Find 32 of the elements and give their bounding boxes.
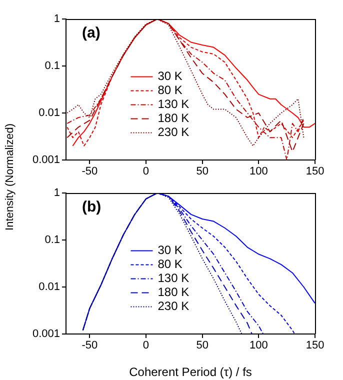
legend-label: 230 K — [158, 125, 190, 140]
legend-label: 130 K — [158, 97, 190, 112]
x-tick-label: 100 — [249, 340, 268, 352]
y-tick-label: 0.01 — [38, 107, 60, 120]
x-tick-label: 0 — [142, 166, 150, 178]
x-tick-label: 100 — [249, 166, 268, 178]
y-tick-label: 0.1 — [44, 60, 60, 72]
y-axis-title: Intensity (Normalized) — [4, 124, 16, 230]
y-tick-label: 0.1 — [44, 234, 60, 246]
legend-label: 180 K — [158, 111, 190, 126]
legend-label: 130 K — [158, 271, 190, 286]
legend-label: 30 K — [158, 243, 182, 258]
x-tick-label: 50 — [196, 340, 208, 352]
x-tick-label: -50 — [82, 340, 98, 352]
x-tick-label: 50 — [196, 166, 208, 178]
chart-title: (a) — [82, 24, 100, 42]
y-tick-label: 0.001 — [32, 328, 60, 340]
legend-label: 30 K — [158, 69, 182, 84]
legend-label: 80 K — [158, 257, 182, 272]
y-tick-label: 1 — [54, 187, 60, 200]
x-tick-label: 150 — [306, 166, 324, 178]
x-tick-label: -50 — [82, 166, 98, 178]
legend-label: 230 K — [158, 299, 190, 314]
legend-label: 80 K — [158, 83, 182, 98]
x-axis-title: Coherent Period (τ) / fs — [129, 365, 252, 380]
chart-title: (b) — [82, 198, 102, 216]
y-tick-label: 0.01 — [38, 281, 60, 294]
y-tick-label: 1 — [54, 13, 60, 26]
legend-label: 180 K — [158, 285, 190, 300]
y-tick-label: 0.001 — [32, 154, 60, 166]
x-tick-label: 150 — [306, 340, 324, 352]
x-tick-label: 0 — [142, 340, 150, 352]
